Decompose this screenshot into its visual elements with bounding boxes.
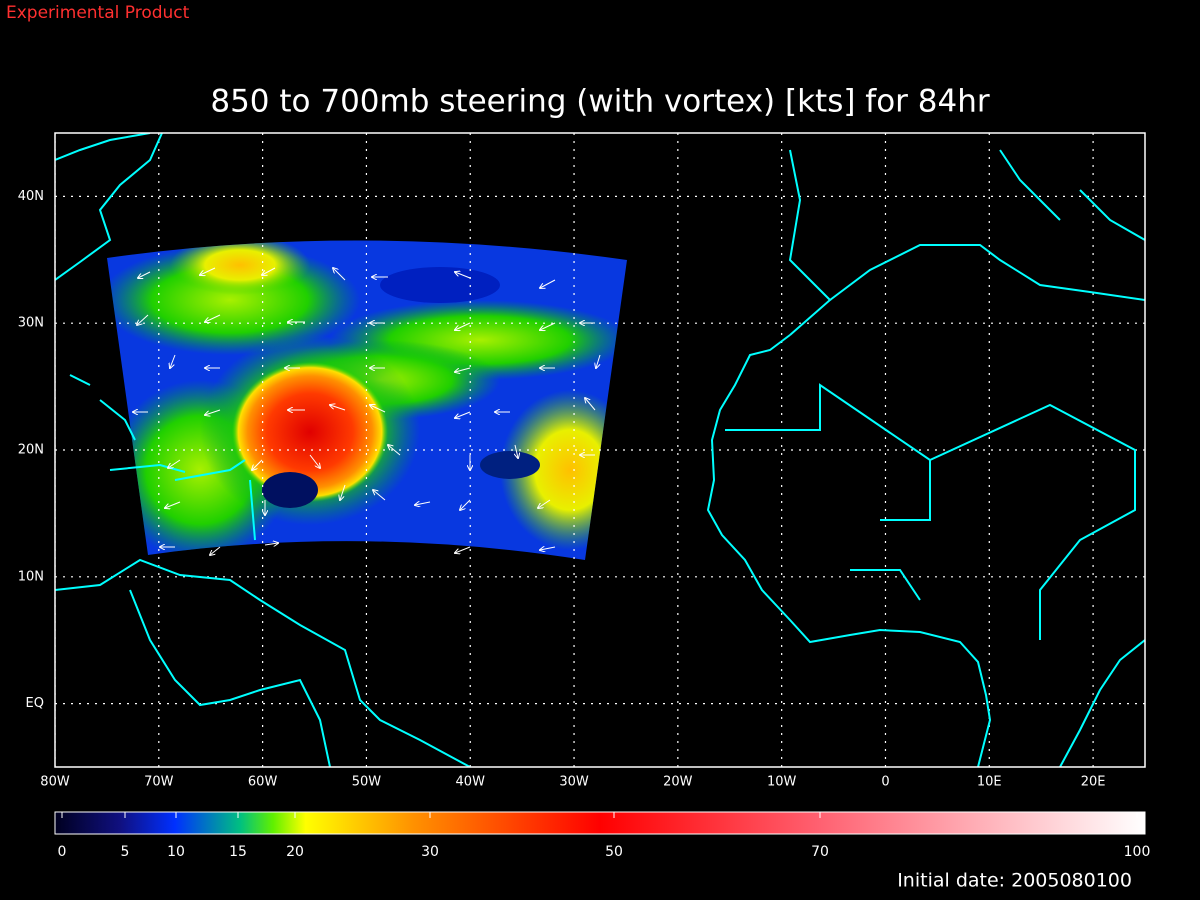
x-tick-label: 60W <box>248 775 278 790</box>
y-tick-label: 20N <box>18 443 44 458</box>
x-tick-label: 70W <box>144 775 174 790</box>
y-tick-label: EQ <box>26 696 44 711</box>
colorbar-label: 15 <box>229 844 247 860</box>
initial-date: Initial date: 2005080100 <box>897 870 1132 892</box>
y-tick-label: 30N <box>18 316 44 331</box>
x-tick-label: 50W <box>352 775 382 790</box>
y-tick-label: 40N <box>18 189 44 204</box>
colorbar-ticks: 0 5 10 15 20 30 50 70 100 <box>58 812 1151 860</box>
x-tick-label: 80W <box>40 775 70 790</box>
map-frame <box>54 132 1146 768</box>
graticule <box>55 133 1145 767</box>
chart-title: 850 to 700mb steering (with vortex) [kts… <box>210 84 990 120</box>
x-tick-label: 30W <box>559 775 589 790</box>
colorbar-label: 5 <box>121 844 130 860</box>
y-tick-label: 10N <box>18 569 44 584</box>
coastlines <box>55 133 1145 767</box>
wind-speed-field <box>107 240 627 560</box>
colorbar-label: 10 <box>167 844 185 860</box>
colorbar-label: 20 <box>286 844 304 860</box>
x-tick-label: 0 <box>881 775 889 790</box>
colorbar <box>54 811 1146 835</box>
colorbar-label: 70 <box>811 844 829 860</box>
x-tick-label: 20W <box>663 775 693 790</box>
x-tick-label: 10E <box>977 775 1002 790</box>
colorbar-label: 50 <box>605 844 623 860</box>
experimental-tag: Experimental Product <box>6 3 190 23</box>
colorbar-label: 100 <box>1124 844 1151 860</box>
steering-vectors <box>133 268 601 555</box>
x-tick-label: 40W <box>456 775 486 790</box>
colorbar-label: 30 <box>421 844 439 860</box>
x-tick-label: 10W <box>767 775 797 790</box>
x-tick-label: 20E <box>1081 775 1106 790</box>
axis-labels: 80W 70W 60W 50W 40W 30W 20W 10W 0 10E 20E EQ 10N 20N 3… <box>18 189 1106 790</box>
colorbar-label: 0 <box>58 844 67 860</box>
